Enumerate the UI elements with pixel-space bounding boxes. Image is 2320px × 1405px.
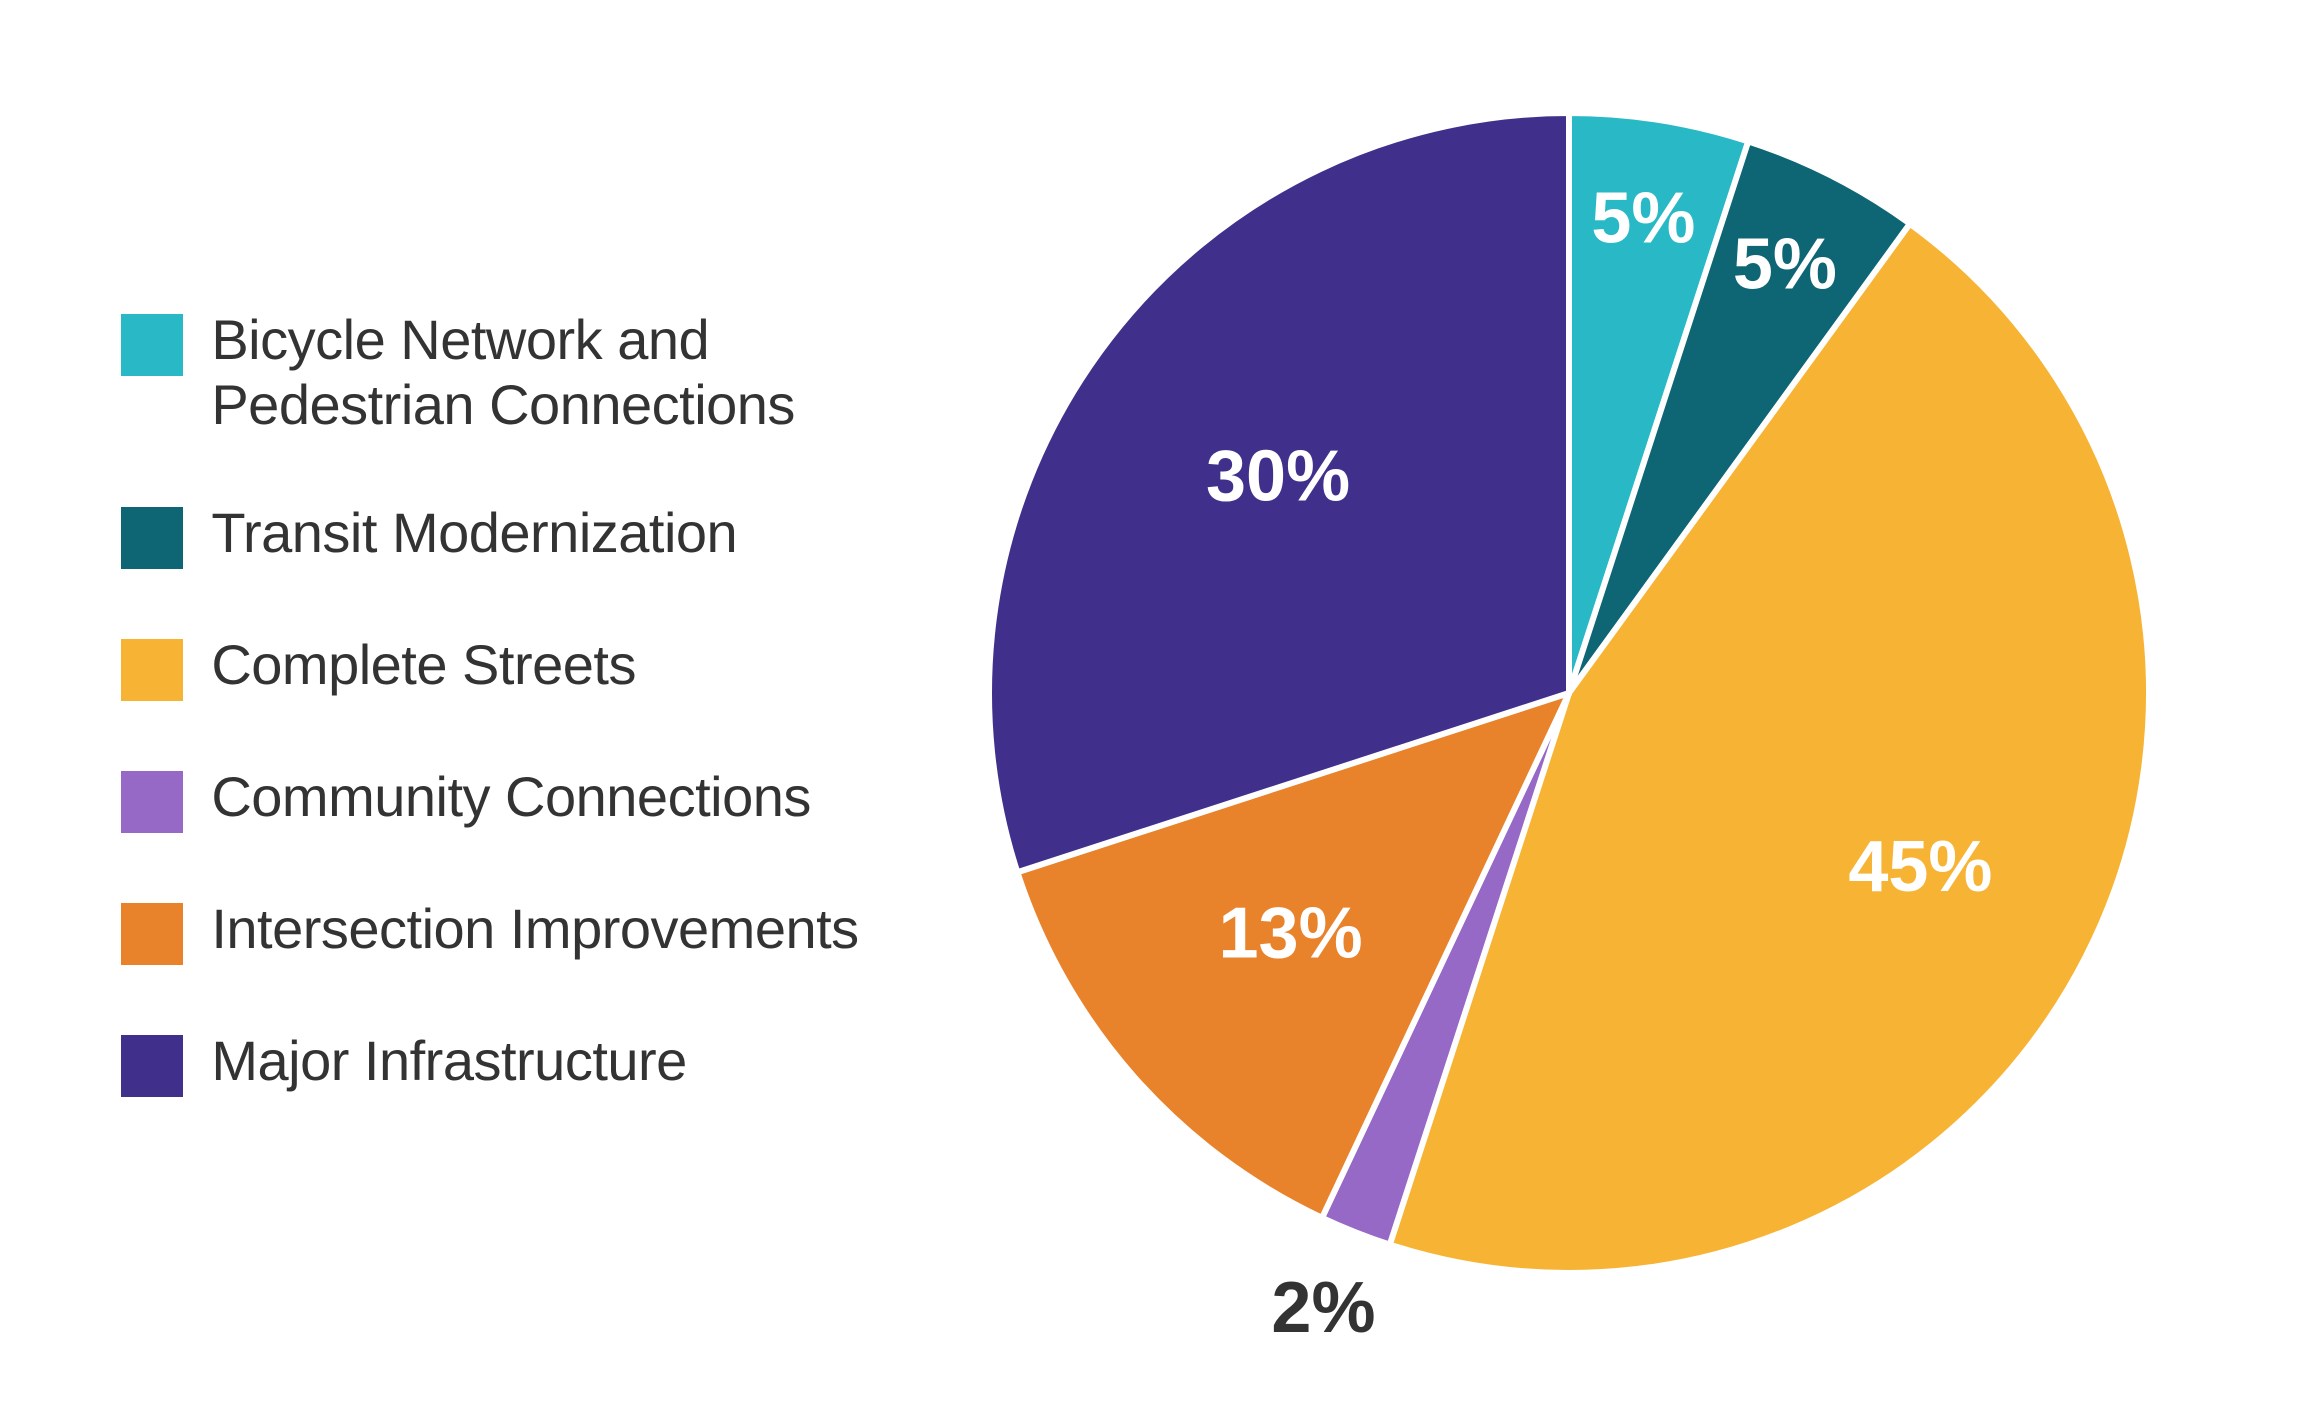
slice-percent-label: 5%: [1591, 178, 1695, 258]
legend-item: Bicycle Network and Pedestrian Connectio…: [121, 308, 858, 437]
legend-label: Major Infrastructure: [211, 1029, 687, 1093]
slice-percent-label: 13%: [1218, 893, 1362, 973]
pie-svg: 5% 5% 45% 2% 13% 30%: [939, 53, 2199, 1353]
legend-item: Major Infrastructure: [121, 1029, 858, 1097]
legend-swatch: [121, 1035, 183, 1097]
pie-chart: 5% 5% 45% 2% 13% 30%: [939, 53, 2199, 1353]
legend-swatch: [121, 903, 183, 965]
legend-item: Transit Modernization: [121, 501, 858, 569]
legend-swatch: [121, 639, 183, 701]
legend-swatch: [121, 507, 183, 569]
legend-item: Community Connections: [121, 765, 858, 833]
legend-swatch: [121, 314, 183, 376]
chart-container: Bicycle Network and Pedestrian Connectio…: [0, 0, 2320, 1405]
slice-percent-label: 30%: [1206, 436, 1350, 516]
legend-label: Complete Streets: [211, 633, 636, 697]
slice-percent-label: 2%: [1271, 1268, 1375, 1348]
legend-label: Community Connections: [211, 765, 811, 829]
legend-label: Transit Modernization: [211, 501, 737, 565]
legend-item: Complete Streets: [121, 633, 858, 701]
legend-label: Bicycle Network and Pedestrian Connectio…: [211, 308, 795, 437]
legend: Bicycle Network and Pedestrian Connectio…: [121, 308, 858, 1097]
slice-percent-label: 45%: [1848, 827, 1992, 907]
legend-item: Intersection Improvements: [121, 897, 858, 965]
slice-percent-label: 5%: [1733, 224, 1837, 304]
legend-swatch: [121, 771, 183, 833]
legend-label: Intersection Improvements: [211, 897, 858, 961]
